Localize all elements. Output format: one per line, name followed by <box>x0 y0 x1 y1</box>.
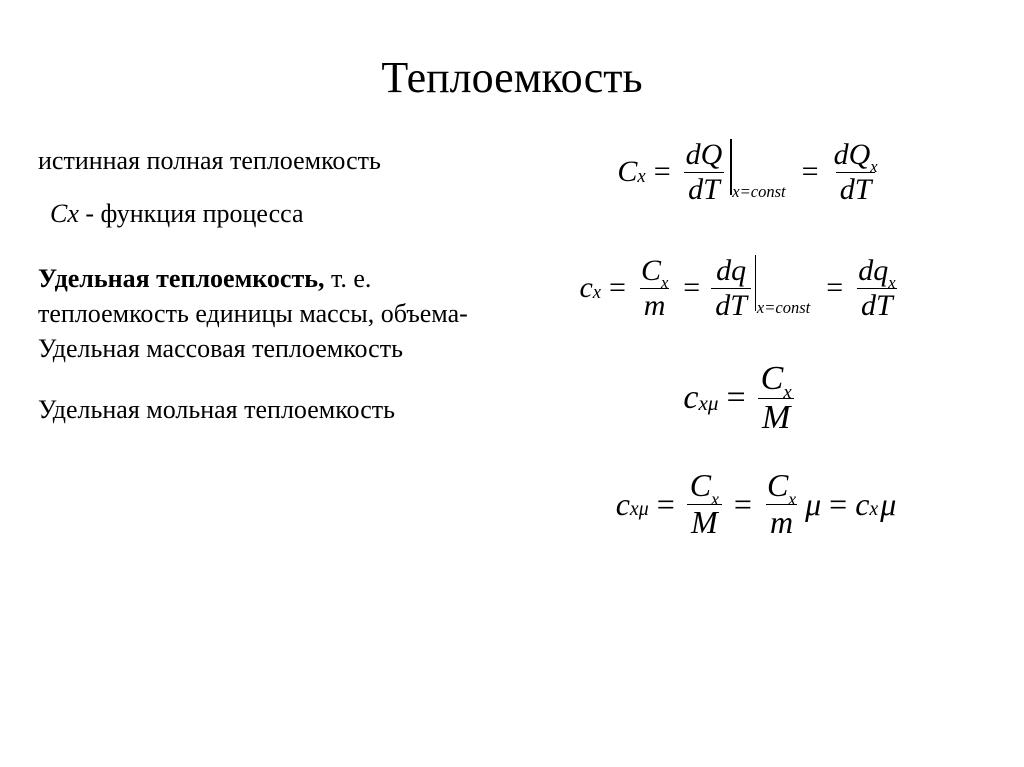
def-true-heat-capacity: истинная полная теплоемкость <box>38 143 478 178</box>
equation-specific-heat-capacity: cx = Cx m = dq dT x=const = dqx dT <box>478 255 994 321</box>
def-cx-process-function: Сх - функция процесса <box>38 196 478 231</box>
left-column: истинная полная теплоемкость Сх - функци… <box>38 143 478 574</box>
symbol-Cx: Сх <box>50 199 79 228</box>
eval-bar-1: x=const <box>729 139 733 195</box>
frac-Cx-m-2: Cx m <box>763 469 800 539</box>
def-specific-heat-capacity: Удельная теплоемкость, т. е. теплоемкост… <box>38 261 478 366</box>
frac-Cx-M-2: Cx M <box>686 469 723 539</box>
equation-molar-heat-capacity: cxμ = Cx M <box>478 361 994 435</box>
page-title: Теплоемкость <box>0 0 1024 143</box>
label-specific-heat: Удельная теплоемкость, <box>38 264 324 293</box>
sym-c-low: c <box>579 271 592 305</box>
equation-molar-expanded: cxμ = Cx M = Cx m μ = cxμ <box>478 469 994 539</box>
content-area: истинная полная теплоемкость Сх - функци… <box>0 143 1024 574</box>
sub-xconst: x=const <box>732 182 785 202</box>
sym-eq-2: = <box>802 155 819 189</box>
frac-dqx-dT: dqx dT <box>854 255 899 321</box>
sym-mu: μ <box>805 486 821 523</box>
sym-eq: = <box>654 155 671 189</box>
eval-bar-2: x=const <box>754 255 758 311</box>
right-column: Cx = dQ dT x=const = dQx dT cx = Cx m <box>478 143 994 574</box>
sym-C: C <box>617 155 637 189</box>
frac-Cx-M: Cx M <box>757 361 796 435</box>
frac-dQx-dT: dQx dT <box>830 139 882 205</box>
text-process-function: - функция процесса <box>79 199 304 228</box>
equation-true-heat-capacity: Cx = dQ dT x=const = dQx dT <box>478 139 994 205</box>
def-molar-heat-capacity: Удельная мольная теплоемкость <box>38 392 478 427</box>
sym-sub-x: x <box>637 166 645 188</box>
frac-dq-dT: dq dT <box>711 255 751 321</box>
frac-Cx-m: Cx m <box>637 255 672 321</box>
frac-dQ-dT: dQ dT <box>682 139 727 205</box>
